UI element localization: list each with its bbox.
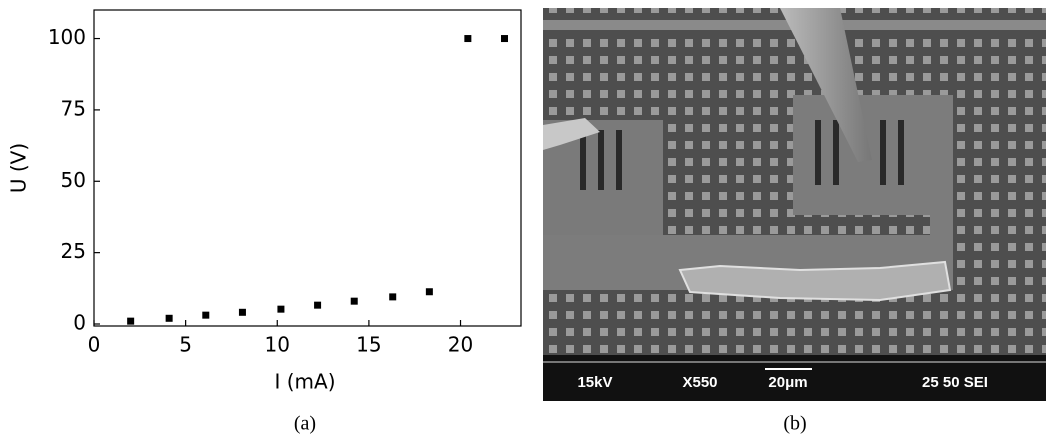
point (350, 297, 358, 305)
caption: (b) (783, 413, 806, 435)
point (464, 35, 472, 43)
point (501, 35, 509, 43)
x-tick-label: 5 (179, 333, 192, 357)
y-axis-label: U (V) (7, 143, 31, 193)
point (238, 308, 246, 316)
y-tick-label: 75 (61, 96, 86, 120)
sem-label: 20μm (768, 374, 807, 391)
x-tick-label: 10 (265, 333, 290, 357)
y-tick-label: 100 (48, 25, 86, 49)
point (165, 314, 173, 322)
x-axis-label: I (mA) (274, 370, 335, 394)
point (314, 301, 322, 309)
sem-label: 15kV (577, 374, 612, 391)
point (425, 288, 433, 296)
point (202, 311, 210, 319)
plot-frame (93, 9, 522, 327)
y-tick-label: 0 (73, 311, 86, 335)
sem-label: 25 50 SEI (922, 374, 988, 391)
point (127, 317, 135, 325)
y-tick-label: 50 (61, 168, 86, 192)
x-tick-label: 20 (448, 333, 473, 357)
x-tick-label: 15 (356, 333, 381, 357)
sem-image (543, 8, 1046, 401)
sem-label: X550 (682, 374, 717, 391)
point (277, 305, 285, 313)
caption: (a) (294, 413, 316, 435)
x-tick-label: 0 (88, 333, 101, 357)
point (389, 293, 397, 301)
y-tick-label: 25 (61, 239, 86, 263)
